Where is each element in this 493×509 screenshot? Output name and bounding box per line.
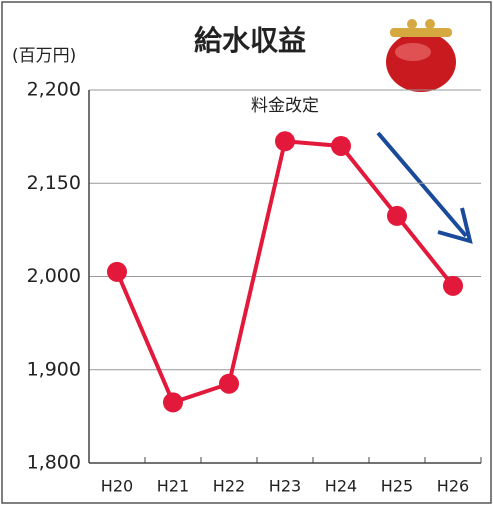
marker bbox=[107, 262, 127, 282]
x-tick-label: H24 bbox=[325, 477, 357, 496]
marker bbox=[443, 276, 463, 296]
x-tick-label: H23 bbox=[269, 477, 301, 496]
x-tick-label: H20 bbox=[101, 477, 133, 496]
marker bbox=[275, 131, 295, 151]
y-tick-label: 2,200 bbox=[27, 79, 81, 101]
y-axis-label: (百万円) bbox=[12, 46, 76, 66]
x-tick-label: H25 bbox=[381, 477, 413, 496]
marker bbox=[219, 374, 239, 394]
y-tick-label: 2,150 bbox=[27, 172, 81, 194]
y-tick-label: 1,900 bbox=[27, 358, 81, 380]
y-tick-label: 2,000 bbox=[27, 265, 81, 287]
marker bbox=[331, 136, 351, 156]
annotation: 料金改定 bbox=[251, 96, 319, 116]
x-tick-label: H26 bbox=[437, 477, 469, 496]
chart-title: 給水収益 bbox=[194, 24, 306, 57]
purse-icon bbox=[386, 19, 456, 92]
marker bbox=[387, 206, 407, 226]
chart: 給水収益 (百万円) 料金改定 1,800 1,900 2,000 2,150 2,20… bbox=[0, 0, 493, 505]
y-tick-label: 1,800 bbox=[27, 452, 81, 474]
marker bbox=[163, 392, 183, 412]
x-tick-label: H22 bbox=[213, 477, 245, 496]
x-tick-label: H21 bbox=[157, 477, 189, 496]
